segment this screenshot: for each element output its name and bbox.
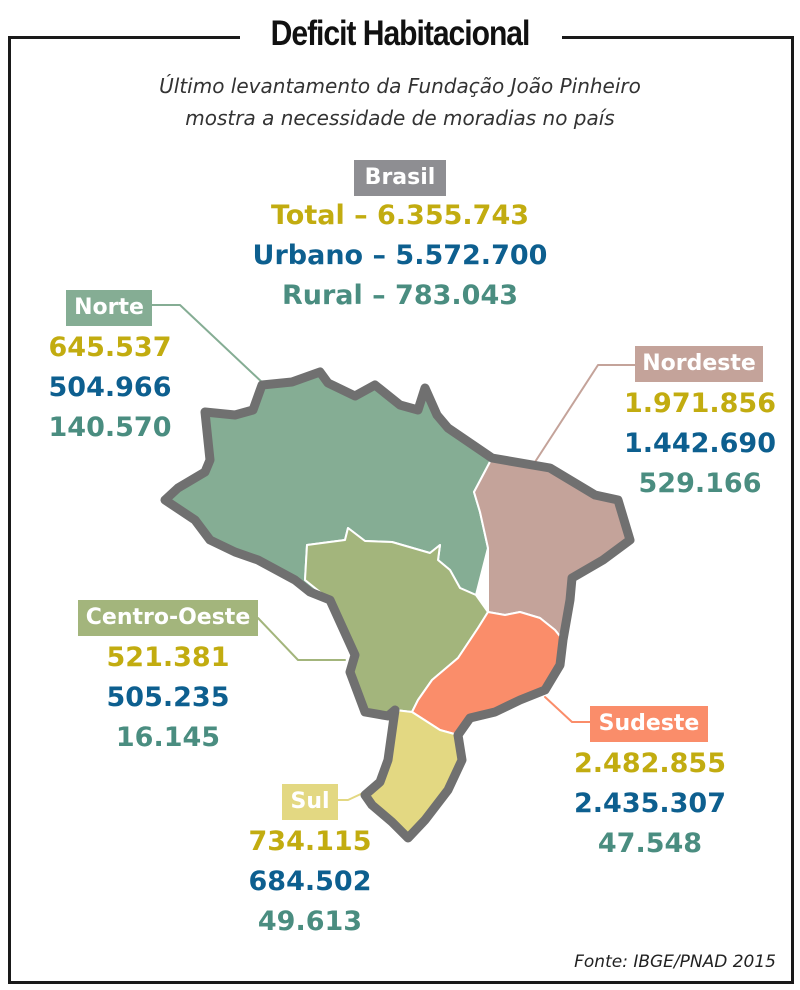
frame-bottom xyxy=(8,981,794,984)
nordeste-rural: 529.166 xyxy=(638,468,762,499)
sudeste-label: Sudeste xyxy=(590,706,708,742)
leader-line-norte xyxy=(149,304,266,386)
frame-right xyxy=(791,36,794,984)
sul-urbano: 684.502 xyxy=(248,866,372,897)
source-note: Fonte: IBGE/PNAD 2015 xyxy=(574,952,776,972)
subtitle-line-1: Último levantamento da Fundação João Pin… xyxy=(159,74,641,98)
brasil-label: Brasil xyxy=(354,160,446,196)
sul-total: 734.115 xyxy=(248,826,372,857)
leader-line-centro-oeste xyxy=(257,617,346,661)
nordeste-total: 1.971.856 xyxy=(623,388,777,419)
sudeste-rural: 47.548 xyxy=(597,828,703,859)
subtitle-line-2: mostra a necessidade de moradias no país xyxy=(185,106,615,130)
centro-oeste-label: Centro-Oeste xyxy=(78,600,258,636)
page-title: Deficit Habitacional xyxy=(270,14,531,53)
leader-line-sul xyxy=(334,792,364,801)
centro-oeste-total: 521.381 xyxy=(106,642,230,673)
norte-label: Norte xyxy=(66,290,152,326)
norte-urbano: 504.966 xyxy=(48,372,172,403)
brasil-total: Total – 6.355.743 xyxy=(270,200,530,231)
brasil-rural: Rural – 783.043 xyxy=(281,280,519,311)
brasil-urbano: Urbano – 5.572.700 xyxy=(252,240,548,271)
frame-left xyxy=(8,36,11,984)
frame-top-left xyxy=(8,36,240,39)
frame-top-right xyxy=(562,36,794,39)
sudeste-total: 2.482.855 xyxy=(573,748,727,779)
brazil-outline xyxy=(160,367,635,843)
sudeste-urbano: 2.435.307 xyxy=(573,788,727,819)
nordeste-urbano: 1.442.690 xyxy=(623,428,777,459)
centro-oeste-rural: 16.145 xyxy=(115,722,221,753)
leader-line-sudeste xyxy=(544,696,591,723)
norte-total: 645.537 xyxy=(48,332,172,363)
norte-rural: 140.570 xyxy=(48,412,172,443)
leader-line-nordeste xyxy=(534,364,636,463)
centro-oeste-urbano: 505.235 xyxy=(106,682,230,713)
nordeste-label: Nordeste xyxy=(635,346,763,382)
sul-label: Sul xyxy=(282,784,338,820)
sul-rural: 49.613 xyxy=(257,906,363,937)
